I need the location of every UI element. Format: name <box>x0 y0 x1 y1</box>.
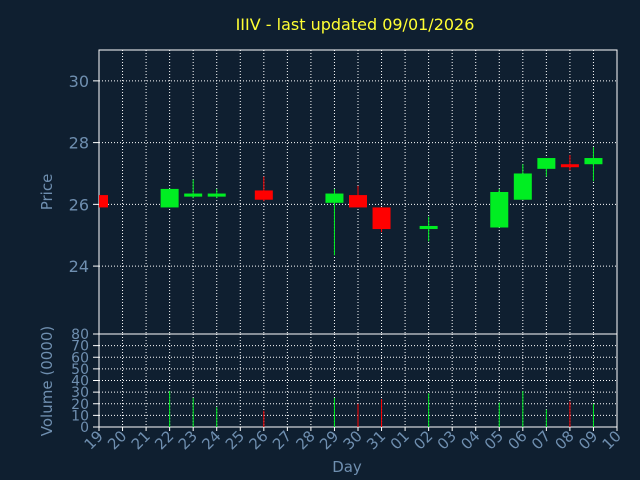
candle-body <box>349 195 367 208</box>
candle-body <box>207 193 226 197</box>
price-tick-label: 24 <box>69 257 89 276</box>
candle-body <box>584 158 603 165</box>
candle-07 <box>537 158 556 177</box>
candle-26 <box>254 176 273 202</box>
price-tick-label: 30 <box>69 72 89 91</box>
volume-tick-label: 80 <box>71 327 89 343</box>
candle-06 <box>513 164 532 200</box>
candle-body <box>537 158 556 169</box>
volume-tick-label: 40 <box>71 374 89 390</box>
volume-bars <box>169 390 594 427</box>
candle-body <box>513 173 532 200</box>
candle-body <box>99 195 108 208</box>
candle-31 <box>372 207 391 233</box>
chart-title: IIIV - last updated 09/01/2026 <box>236 15 475 34</box>
price-tick-labels: 24 26 28 30 <box>69 72 89 276</box>
volume-tick-label: 30 <box>71 385 89 401</box>
candle-19 <box>99 195 108 208</box>
price-tick-label: 26 <box>69 195 89 214</box>
candle-29 <box>325 188 344 256</box>
candle-24 <box>207 188 226 199</box>
candle-body <box>184 193 203 197</box>
volume-tick-label: 50 <box>71 362 89 378</box>
candle-22 <box>160 188 179 208</box>
volume-tick-label: 0 <box>80 420 89 436</box>
candle-23 <box>184 179 203 199</box>
candle-05 <box>490 188 509 228</box>
candle-body <box>490 192 509 228</box>
volume-tick-label: 70 <box>71 339 89 355</box>
price-axis-label: Price <box>38 174 56 211</box>
candle-30 <box>349 185 367 208</box>
candles <box>99 147 603 256</box>
price-tick-label: 28 <box>69 134 89 153</box>
candle-body <box>560 164 579 168</box>
candle-02 <box>419 216 438 242</box>
candle-09 <box>584 147 603 182</box>
volume-tick-label: 20 <box>71 397 89 413</box>
candle-body <box>372 207 391 230</box>
candle-body <box>254 190 273 200</box>
candle-08 <box>560 154 579 171</box>
x-axis-label: Day <box>332 458 362 476</box>
volume-tick-label: 10 <box>71 408 89 424</box>
candle-body <box>325 193 344 203</box>
candle-body <box>160 188 179 208</box>
x-tick-labels: 1920212223242526272829303101020304050607… <box>81 427 625 453</box>
volume-tick-label: 60 <box>71 350 89 366</box>
volume-axis-label: Volume (0000) <box>38 326 56 436</box>
candle-body <box>419 225 438 230</box>
